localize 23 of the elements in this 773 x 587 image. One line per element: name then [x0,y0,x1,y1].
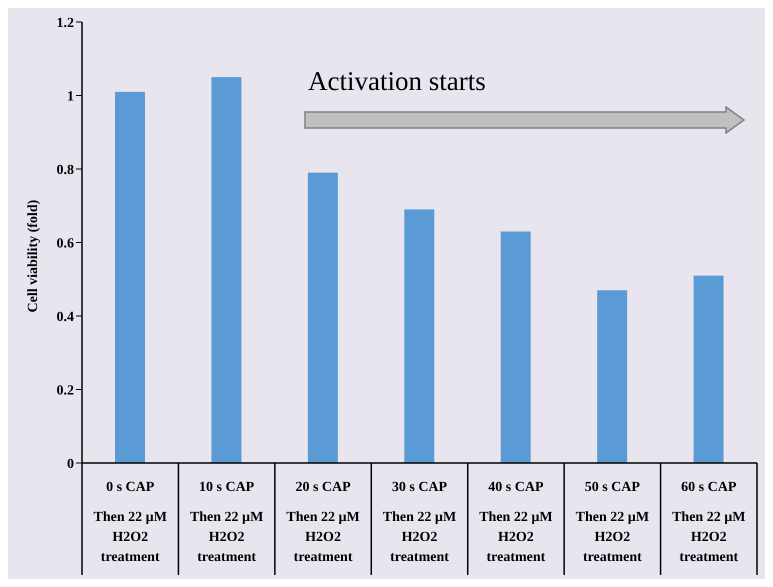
y-tick-label: 0.8 [56,162,74,178]
y-tick-label: 1 [67,89,74,104]
x-tick-label: 40 s CAP Then 22 µM H2O2 treatment [479,480,553,565]
y-tick-label: 0.2 [56,383,74,398]
y-axis-title: Cell viability (fold) [26,199,41,312]
x-tick-label: 60 s CAP Then 22 µM H2O2 treatment [672,480,746,565]
bar [694,276,724,463]
x-tick-label: 20 s CAP Then 22 µM H2O2 treatment [286,480,360,565]
x-tick-label: 10 s CAP Then 22 µM H2O2 treatment [190,480,264,565]
bar [500,231,531,463]
y-tick-label: 0 [67,456,74,472]
x-tick-label: 0 s CAP Then 22 µM H2O2 treatment [94,480,167,565]
y-tick-label: 1.2 [56,16,74,31]
x-tick-label: 50 s CAP Then 22 µM H2O2 treatment [576,480,650,565]
bar [115,92,145,463]
annotation: Activation starts [308,66,486,97]
bar [404,209,434,463]
y-tick-label: 0.6 [56,236,74,252]
x-tick-label: 30 s CAP Then 22 µM H2O2 treatment [382,480,456,565]
y-tick-label: 0.4 [56,310,74,325]
bar [308,172,338,463]
bar [211,77,242,463]
bar [597,290,628,463]
